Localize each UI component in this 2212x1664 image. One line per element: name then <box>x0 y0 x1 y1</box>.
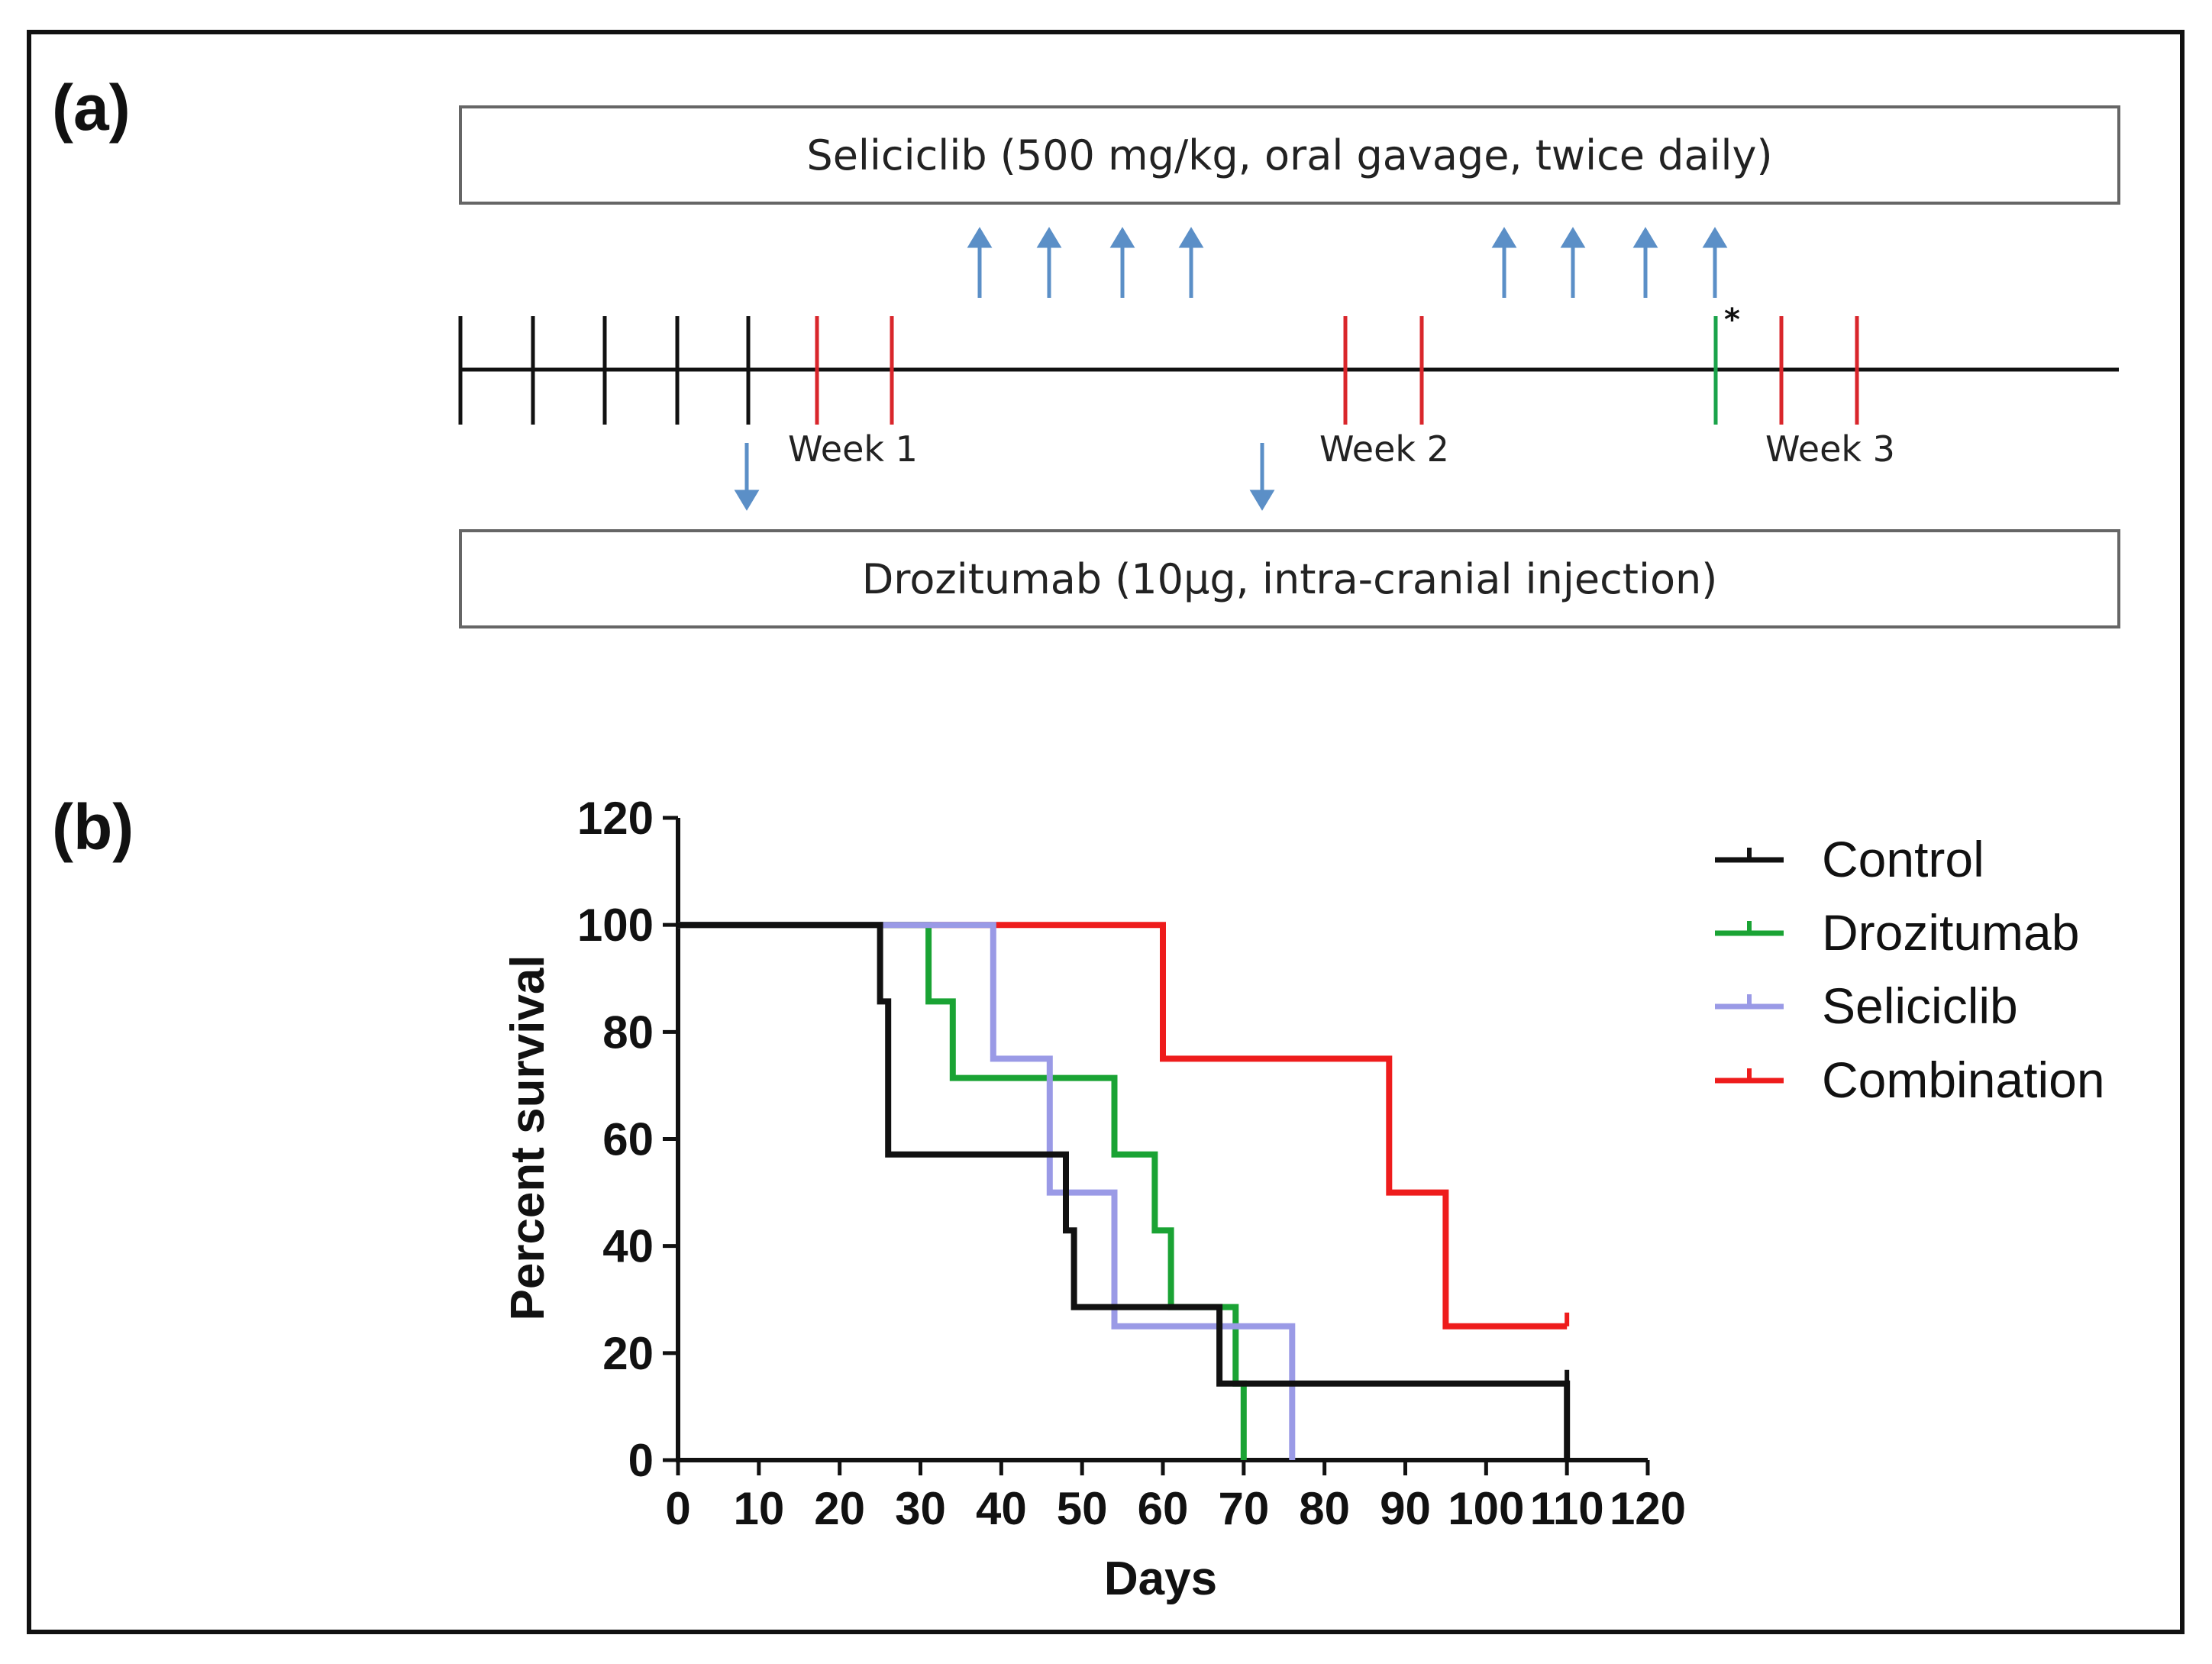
down-arrow-icon <box>734 443 760 511</box>
timeline-red-ticks <box>815 316 1859 425</box>
y-tick-label: 0 <box>628 1435 654 1486</box>
drozitumab-box-label: Drozitumab (10µg, intra-cranial injectio… <box>862 555 1718 603</box>
series-line-control <box>678 922 1571 1460</box>
figure-border <box>27 30 2185 1634</box>
legend-item-seliciclib: Seliciclib <box>1715 977 2018 1034</box>
x-tick-label: 90 <box>1380 1483 1431 1534</box>
asterisk-mark: * <box>1724 302 1740 338</box>
x-tick-label: 70 <box>1218 1483 1269 1534</box>
legend-item-control: Control <box>1715 831 1984 887</box>
x-tick-label: 30 <box>895 1483 946 1534</box>
legend-item-combination: Combination <box>1715 1052 2105 1108</box>
seliciclib-box <box>459 105 2120 205</box>
y-tick-label: 40 <box>602 1221 654 1272</box>
x-axis-title: Days <box>1104 1553 1217 1605</box>
seliciclib-box-label: Seliciclib (500 mg/kg, oral gavage, twic… <box>806 131 1772 179</box>
up-arrow-icon <box>967 227 993 298</box>
y-tick-label: 120 <box>577 793 654 844</box>
y-tick-label: 20 <box>602 1328 654 1379</box>
x-tick-label: 80 <box>1299 1483 1350 1534</box>
legend-label: Seliciclib <box>1822 977 2018 1034</box>
up-arrow-icon <box>1178 227 1204 298</box>
up-arrow-icon <box>1702 227 1728 298</box>
x-tick-label: 0 <box>665 1483 690 1534</box>
y-tick-label: 100 <box>577 900 654 951</box>
up-arrow-icon <box>1109 227 1135 298</box>
series-line-seliciclib <box>678 922 1296 1460</box>
up-arrow-icon <box>1632 227 1658 298</box>
down-arrow-icon <box>1249 443 1275 511</box>
x-ticks: 0 10 20 30 40 50 60 70 80 90 100 110 120 <box>665 1460 1686 1534</box>
up-arrow-icon <box>1491 227 1517 298</box>
x-tick-label: 20 <box>814 1483 865 1534</box>
y-ticks: 0 20 40 60 80 100 120 <box>577 793 678 1486</box>
x-tick-label: 50 <box>1057 1483 1108 1534</box>
drozitumab-box <box>459 529 2120 628</box>
x-tick-label: 120 <box>1610 1483 1686 1534</box>
y-tick-label: 80 <box>602 1006 654 1058</box>
week-3-label: Week 3 <box>1765 428 1895 470</box>
x-tick-label: 60 <box>1138 1483 1189 1534</box>
timeline-black-ticks <box>458 316 751 425</box>
legend: Control Drozitumab Seliciclib Combinatio… <box>1715 831 2105 1108</box>
week-2-label: Week 2 <box>1319 428 1449 470</box>
series-line-combination <box>678 922 1568 1330</box>
week-1-label: Week 1 <box>788 428 918 470</box>
seliciclib-arrows <box>967 227 1728 298</box>
legend-label: Drozitumab <box>1822 904 2079 961</box>
up-arrow-icon <box>1560 227 1586 298</box>
up-arrow-icon <box>1036 227 1062 298</box>
drozitumab-arrows <box>734 443 1275 511</box>
legend-item-drozitumab: Drozitumab <box>1715 904 2079 961</box>
y-tick-label: 60 <box>602 1114 654 1165</box>
legend-label: Control <box>1822 831 1984 887</box>
x-tick-label: 10 <box>733 1483 784 1534</box>
x-tick-label: 110 <box>1530 1483 1604 1534</box>
panel-a-label: (a) <box>52 72 131 144</box>
series-line-drozitumab <box>678 922 1247 1460</box>
panel-b-label: (b) <box>52 791 134 863</box>
legend-label: Combination <box>1822 1052 2105 1108</box>
series-layer <box>678 922 1571 1460</box>
x-tick-label: 100 <box>1448 1483 1524 1534</box>
y-axis-title: Percent survival <box>502 955 554 1320</box>
x-tick-label: 40 <box>976 1483 1027 1534</box>
